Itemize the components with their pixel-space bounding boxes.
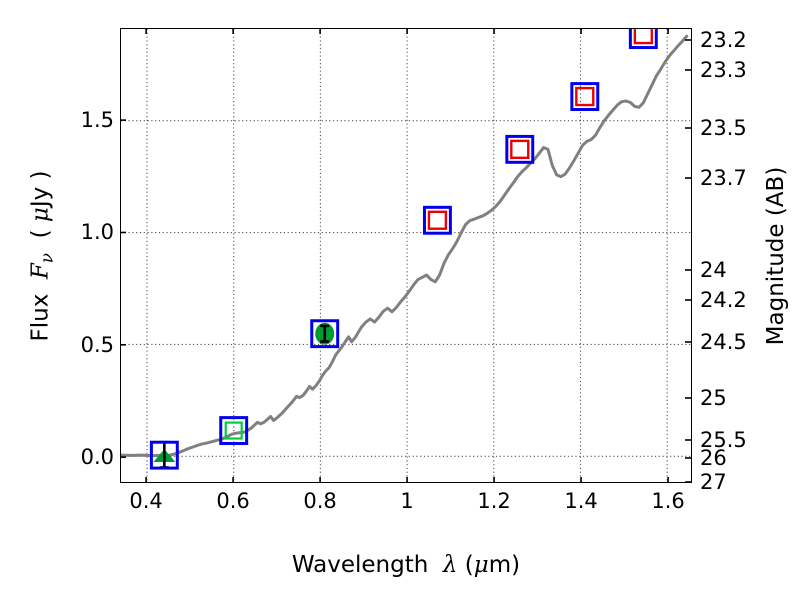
magnitude-tick-label: 24.5 bbox=[700, 330, 747, 354]
magnitude-tick-label: 23.7 bbox=[700, 166, 747, 190]
red-square-marker bbox=[427, 210, 448, 230]
magnitude-tick-label: 26 bbox=[700, 446, 727, 470]
x-tick-label: 0.4 bbox=[129, 489, 163, 513]
magnitude-tick-label: 24 bbox=[700, 258, 727, 282]
x-tick-label: 1.2 bbox=[477, 489, 511, 513]
photometry-point[interactable] bbox=[219, 416, 249, 445]
plot-canvas bbox=[121, 29, 691, 482]
magnitude-tick-label: 25 bbox=[700, 386, 727, 410]
model-spectrum-line bbox=[121, 34, 689, 458]
blue-square-marker bbox=[628, 29, 658, 50]
y-tick-label: 1.0 bbox=[80, 220, 114, 245]
photometry-point[interactable] bbox=[570, 82, 600, 111]
photometry-point[interactable] bbox=[505, 134, 535, 164]
blue-square-marker bbox=[149, 440, 179, 470]
magnitude-tick-label: 23.2 bbox=[700, 28, 747, 52]
y-axis-label: Flux Fν ( μJy ) bbox=[27, 170, 57, 342]
gridlines bbox=[121, 29, 691, 482]
x-tick-label: 1.6 bbox=[651, 489, 685, 513]
magnitude-tick-label: 23.3 bbox=[700, 58, 747, 82]
photometry-point[interactable] bbox=[310, 319, 340, 349]
blue-square-marker bbox=[570, 82, 600, 111]
y-tick-label: 0.0 bbox=[80, 445, 114, 470]
red-square-marker bbox=[510, 139, 530, 160]
x-tick-label: 1.4 bbox=[564, 489, 598, 513]
x-tick-label: 1 bbox=[400, 489, 414, 513]
magnitude-tick-label: 24.2 bbox=[700, 288, 747, 312]
blue-square-marker bbox=[310, 319, 340, 349]
photometry-point[interactable] bbox=[628, 29, 658, 50]
spectrum-polyline bbox=[121, 34, 689, 458]
blue-square-marker bbox=[219, 416, 249, 445]
red-square-marker bbox=[575, 86, 595, 107]
magnitude-tick-label: 25.5 bbox=[700, 428, 747, 452]
photometry-point[interactable] bbox=[149, 440, 179, 470]
x-axis-label: Wavelength λ (μm) bbox=[291, 552, 521, 578]
magnitude-tick-label: 27 bbox=[700, 470, 727, 494]
x-tick-label: 0.6 bbox=[216, 489, 250, 513]
photometry-points bbox=[149, 29, 658, 470]
green-square-marker bbox=[224, 421, 243, 440]
magnitude-tick-label: 23.5 bbox=[700, 116, 747, 140]
blue-square-marker bbox=[505, 134, 535, 164]
x-tick-label: 0.8 bbox=[303, 489, 337, 513]
photometry-point[interactable] bbox=[422, 205, 452, 235]
plot-area bbox=[120, 28, 692, 483]
magnitude-axis-label: Magnitude (AB) bbox=[763, 166, 789, 346]
red-square-marker bbox=[633, 29, 653, 45]
blue-square-marker bbox=[422, 205, 452, 235]
y-tick-label: 0.5 bbox=[80, 332, 114, 357]
y-tick-label: 1.5 bbox=[80, 108, 114, 133]
